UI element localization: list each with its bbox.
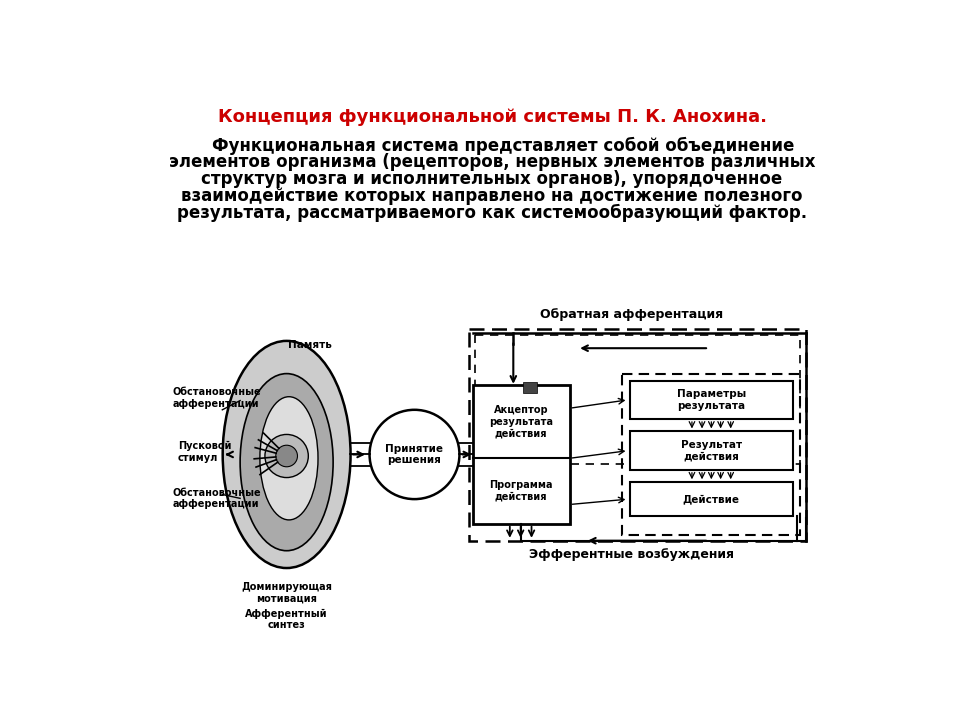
- Bar: [522, 382, 537, 393]
- Text: Функциональная система представляет собой объединение: Функциональная система представляет собо…: [189, 137, 795, 155]
- Circle shape: [370, 410, 460, 499]
- Text: Доминирующая
мотивация: Доминирующая мотивация: [241, 582, 332, 603]
- Text: структур мозга и исполнительных органов), упорядоченное: структур мозга и исполнительных органов)…: [202, 171, 782, 189]
- Text: Концепция функциональной системы П. К. Анохина.: Концепция функциональной системы П. К. А…: [218, 108, 766, 126]
- Text: Параметры
результата: Параметры результата: [677, 389, 746, 410]
- Bar: [468, 329, 805, 541]
- Text: Память: Память: [288, 341, 332, 351]
- Text: Действие: Действие: [683, 494, 740, 504]
- Text: взаимодействие которых направлено на достижение полезного: взаимодействие которых направлено на дос…: [181, 187, 803, 205]
- Bar: [475, 335, 800, 464]
- Circle shape: [276, 445, 298, 467]
- Text: Акцептор
результата
действия: Акцептор результата действия: [489, 405, 553, 438]
- Ellipse shape: [240, 374, 333, 551]
- Text: Программа
действия: Программа действия: [490, 480, 553, 502]
- Text: Принятие
решения: Принятие решения: [386, 444, 444, 465]
- Text: элементов организма (рецепторов, нервных элементов различных: элементов организма (рецепторов, нервных…: [169, 153, 815, 171]
- Bar: [630, 482, 793, 516]
- Text: Эфферентные возбуждения: Эфферентные возбуждения: [529, 549, 734, 562]
- Text: Обстановочные
афферентации: Обстановочные афферентации: [173, 387, 261, 409]
- Text: результата, рассматриваемого как системообразующий фактор.: результата, рассматриваемого как системо…: [177, 204, 807, 222]
- Bar: [622, 374, 801, 534]
- Text: Пусковой
стимул: Пусковой стимул: [179, 441, 231, 463]
- Bar: [630, 381, 793, 419]
- Text: Результат
действия: Результат действия: [681, 440, 742, 462]
- Bar: [630, 431, 793, 470]
- Ellipse shape: [223, 341, 350, 568]
- Bar: [472, 385, 569, 523]
- Text: Обстановочные
афферентации: Обстановочные афферентации: [173, 487, 261, 509]
- Circle shape: [265, 434, 308, 477]
- Ellipse shape: [260, 397, 318, 520]
- Text: Афферентный
синтез: Афферентный синтез: [246, 608, 328, 630]
- Text: Обратная афферентация: Обратная афферентация: [540, 308, 723, 321]
